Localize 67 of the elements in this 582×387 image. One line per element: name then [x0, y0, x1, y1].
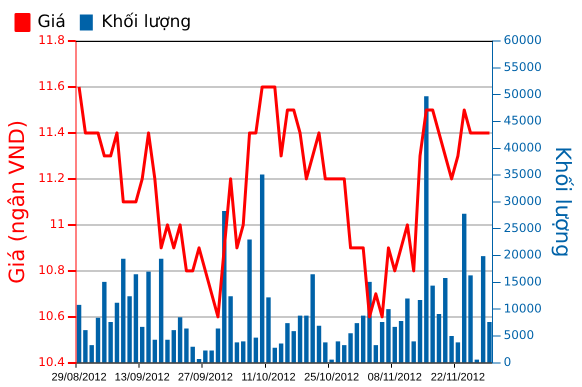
y2-tick-label: 15000: [504, 274, 542, 288]
bar: [474, 360, 480, 362]
bar: [411, 341, 416, 362]
bar: [424, 96, 429, 362]
x-tick-label: 08/11/2012: [368, 371, 422, 384]
legend-label: Giá: [38, 12, 66, 32]
bar: [209, 350, 214, 362]
bar: [146, 272, 151, 362]
y2-tick-label: 10000: [504, 301, 542, 316]
bar: [462, 214, 466, 362]
bar: [140, 326, 144, 362]
x-tick-label: 22/11/2012: [430, 371, 486, 384]
bar: [172, 330, 176, 362]
y2-axis-title: Khối lượng: [550, 146, 575, 258]
bar: [121, 258, 126, 362]
bar: [89, 345, 94, 362]
y-axis-title: Giá (ngân VND): [5, 120, 30, 284]
y-tick-label: 11.6: [38, 79, 65, 94]
y-tick-label: 11: [50, 217, 65, 232]
bar: [360, 316, 366, 362]
bar: [152, 340, 158, 362]
bar: [443, 278, 448, 362]
y2-tick-label: 45000: [504, 114, 542, 128]
y2-tick-label: 25000: [504, 220, 542, 235]
bar: [165, 340, 170, 362]
bar: [480, 256, 486, 362]
bar: [418, 300, 422, 362]
bar: [190, 346, 195, 362]
legend-label: Khối lượng: [101, 12, 192, 32]
bar: [203, 350, 208, 362]
bar: [96, 318, 100, 362]
x-tick-label: 29/08/2012: [52, 371, 107, 384]
y2-tick-label: 35000: [504, 167, 542, 182]
y2-tick-label: 40000: [504, 140, 542, 154]
bar: [260, 174, 264, 362]
x-tick-label: 13/09/2012: [114, 371, 170, 384]
y-tick-label: 10.6: [38, 308, 65, 323]
bar: [374, 345, 378, 362]
bar: [310, 274, 315, 362]
bar: [266, 297, 271, 362]
y2-tick-label: 30000: [504, 194, 542, 208]
bar: [292, 331, 296, 362]
y-tick-label: 11.2: [38, 171, 65, 186]
bar: [102, 282, 107, 362]
bar: [316, 326, 322, 362]
y-tick-label: 10.4: [38, 354, 65, 369]
y2-tick-label: 50000: [504, 86, 542, 101]
y-tick-label: 11.4: [38, 125, 65, 140]
bar: [342, 345, 346, 362]
y2-tick-label: 20000: [504, 248, 542, 262]
bar: [392, 326, 397, 362]
y2-tick-label: 5000: [504, 328, 534, 342]
x-tick-label: 25/10/2012: [304, 371, 360, 384]
bar: [196, 359, 202, 362]
y2-tick-label: 0: [504, 354, 512, 369]
bar: [216, 328, 220, 362]
x-tick-label: 27/09/2012: [178, 371, 233, 384]
y-tick-label: 10.8: [38, 262, 65, 277]
y2-tick-label: 55000: [504, 60, 542, 74]
bar: [158, 258, 164, 362]
bar: [272, 348, 278, 362]
bar: [241, 341, 246, 362]
bar: [468, 275, 473, 362]
y2-tick-label: 60000: [504, 33, 542, 48]
y-tick-label: 11.8: [38, 33, 65, 48]
bar: [323, 342, 328, 362]
x-tick-label: 11/10/2012: [241, 371, 296, 384]
